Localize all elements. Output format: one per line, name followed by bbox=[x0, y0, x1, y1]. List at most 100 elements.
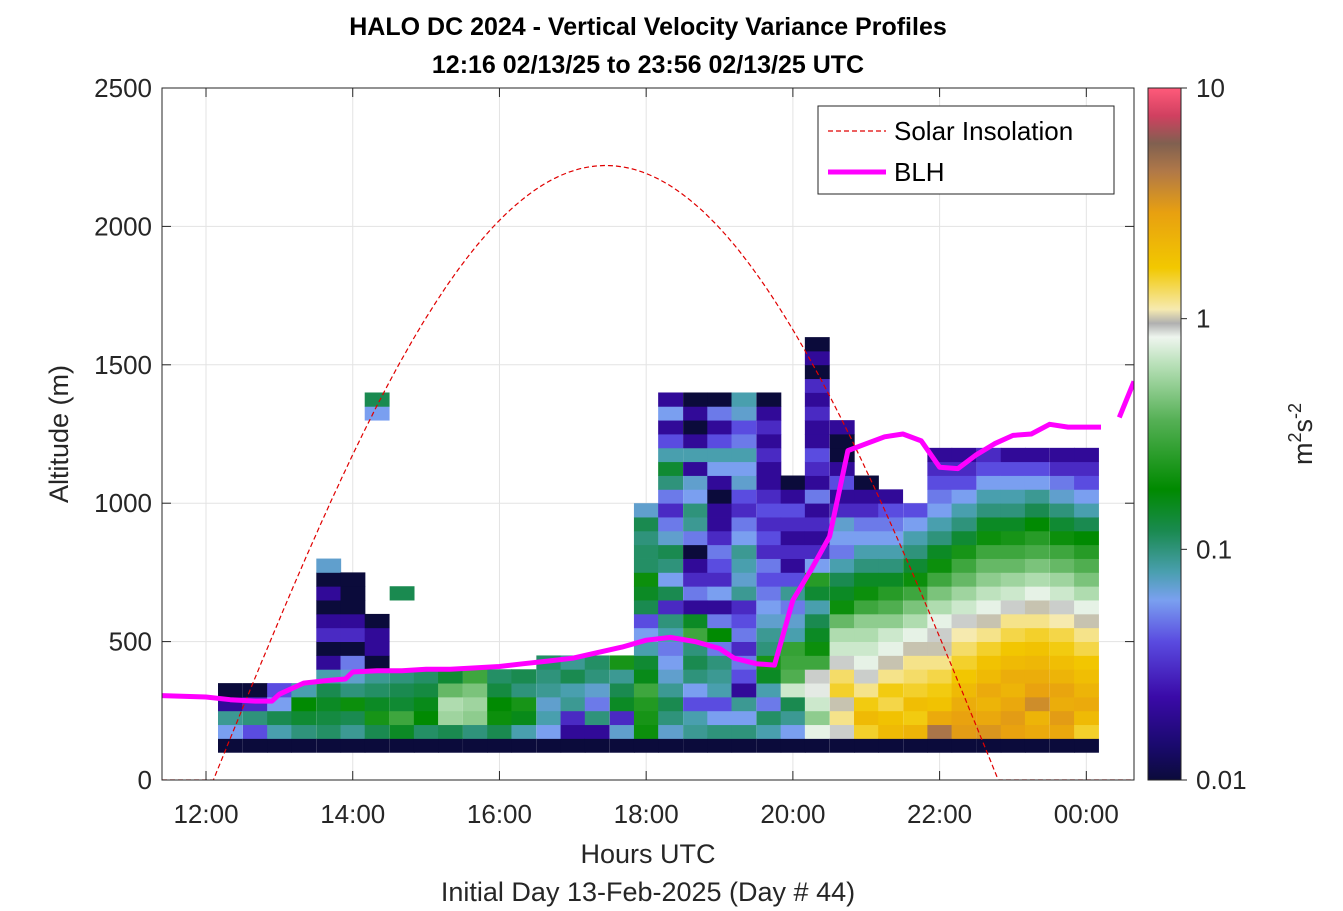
heatmap-cell bbox=[927, 738, 953, 753]
heatmap-cell bbox=[1049, 696, 1075, 712]
heatmap-cell bbox=[683, 558, 708, 573]
heatmap-cell bbox=[364, 392, 390, 407]
heatmap-cell bbox=[683, 655, 708, 670]
heatmap-cell bbox=[683, 710, 708, 726]
heatmap-cell bbox=[829, 544, 855, 559]
heatmap-cell bbox=[316, 558, 342, 573]
heatmap-cell bbox=[829, 655, 855, 670]
heatmap-cell bbox=[927, 503, 953, 518]
heatmap-cell bbox=[1074, 627, 1099, 642]
heatmap-cell bbox=[903, 696, 929, 712]
heatmap-cell bbox=[1074, 613, 1099, 629]
heatmap-cell bbox=[707, 420, 733, 435]
heatmap-cell bbox=[756, 710, 782, 726]
heatmap-cell bbox=[1074, 724, 1099, 739]
heatmap-cell bbox=[903, 558, 929, 573]
heatmap-cell bbox=[1024, 572, 1050, 587]
heatmap-cell bbox=[731, 738, 757, 753]
heatmap-cell bbox=[829, 420, 855, 435]
heatmap-cell bbox=[1000, 572, 1026, 587]
heatmap-cell bbox=[1049, 475, 1075, 490]
heatmap-cell bbox=[854, 503, 879, 518]
heatmap-cell bbox=[976, 669, 1002, 684]
heatmap-cell bbox=[707, 669, 733, 684]
heatmap-cell bbox=[731, 434, 757, 449]
y-axis: 0 500 1000 1500 2000 2500 bbox=[94, 73, 1134, 795]
heatmap-cell bbox=[1074, 558, 1099, 573]
heatmap-cell bbox=[340, 655, 366, 670]
heatmap-cell bbox=[340, 710, 366, 726]
heatmap-cell bbox=[878, 572, 904, 587]
heatmap-cell bbox=[1024, 627, 1050, 642]
heatmap-cell bbox=[804, 724, 830, 739]
x-tick-label: 16:00 bbox=[467, 799, 532, 829]
heatmap-cell bbox=[1049, 710, 1075, 726]
heatmap-cell bbox=[242, 710, 268, 726]
heatmap-cell bbox=[756, 503, 782, 518]
heatmap-cell bbox=[1024, 503, 1050, 518]
heatmap-cell bbox=[829, 558, 855, 573]
heatmap-cell bbox=[780, 696, 806, 712]
heatmap-cell bbox=[658, 503, 683, 518]
heatmap-cell bbox=[927, 710, 953, 726]
heatmap-cell bbox=[903, 517, 929, 532]
heatmap-cell bbox=[340, 627, 366, 642]
heatmap-cell bbox=[927, 475, 953, 490]
heatmap-cell bbox=[854, 530, 879, 546]
x-tick-label: 12:00 bbox=[173, 799, 238, 829]
heatmap-cell bbox=[1049, 517, 1075, 532]
heatmap-cell bbox=[364, 406, 390, 421]
heatmap-cell bbox=[829, 710, 855, 726]
heatmap-cell bbox=[1000, 489, 1026, 504]
colorbar-tick-label: 10 bbox=[1196, 73, 1225, 103]
heatmap-cell bbox=[951, 586, 977, 601]
heatmap-cell bbox=[878, 641, 904, 656]
y-tick-label: 2500 bbox=[94, 73, 152, 103]
heatmap-cell bbox=[1074, 544, 1099, 559]
heatmap-cell bbox=[804, 489, 830, 504]
heatmap-cell bbox=[854, 683, 879, 698]
heatmap-cell bbox=[707, 613, 733, 629]
heatmap-cell bbox=[804, 613, 830, 629]
heatmap-cell bbox=[731, 696, 757, 712]
heatmap-cell bbox=[927, 669, 953, 684]
x-axis-label: Hours UTC bbox=[580, 839, 715, 869]
heatmap-cell bbox=[927, 655, 953, 670]
heatmap-cell bbox=[707, 572, 733, 587]
heatmap-cell bbox=[683, 572, 708, 587]
heatmap-cell bbox=[340, 586, 366, 601]
heatmap-cell bbox=[1024, 696, 1050, 712]
heatmap-cell bbox=[903, 544, 929, 559]
heatmap-cell bbox=[463, 696, 488, 712]
heatmap-cell bbox=[731, 503, 757, 518]
heatmap-cell bbox=[389, 738, 415, 753]
heatmap-cell bbox=[316, 655, 342, 670]
heatmap-cell bbox=[658, 530, 683, 546]
heatmap-cell bbox=[878, 655, 904, 670]
heatmap-cell bbox=[1049, 461, 1075, 476]
heatmap-cell bbox=[731, 683, 757, 698]
heatmap-cell bbox=[609, 669, 635, 684]
heatmap-cell bbox=[951, 503, 977, 518]
heatmap-cell bbox=[976, 461, 1002, 476]
heatmap-cell bbox=[804, 475, 830, 490]
heatmap-cell bbox=[267, 710, 292, 726]
solar-insolation-line bbox=[162, 164, 1134, 780]
heatmap-cell bbox=[683, 461, 708, 476]
heatmap-cell bbox=[364, 641, 390, 656]
heatmap-cell bbox=[340, 738, 366, 753]
heatmap-cell bbox=[536, 696, 562, 712]
heatmap-cell bbox=[707, 655, 733, 670]
heatmap-cell bbox=[903, 586, 929, 601]
heatmap-cell bbox=[976, 710, 1002, 726]
x-tick-label: 20:00 bbox=[760, 799, 825, 829]
heatmap-cell bbox=[1000, 683, 1026, 698]
heatmap-cell bbox=[976, 572, 1002, 587]
heatmap-cell bbox=[242, 724, 268, 739]
heatmap-cell bbox=[1049, 489, 1075, 504]
heatmap-cell bbox=[829, 696, 855, 712]
heatmap-cell bbox=[707, 696, 733, 712]
heatmap-cell bbox=[804, 572, 830, 587]
heatmap-cell bbox=[364, 738, 390, 753]
